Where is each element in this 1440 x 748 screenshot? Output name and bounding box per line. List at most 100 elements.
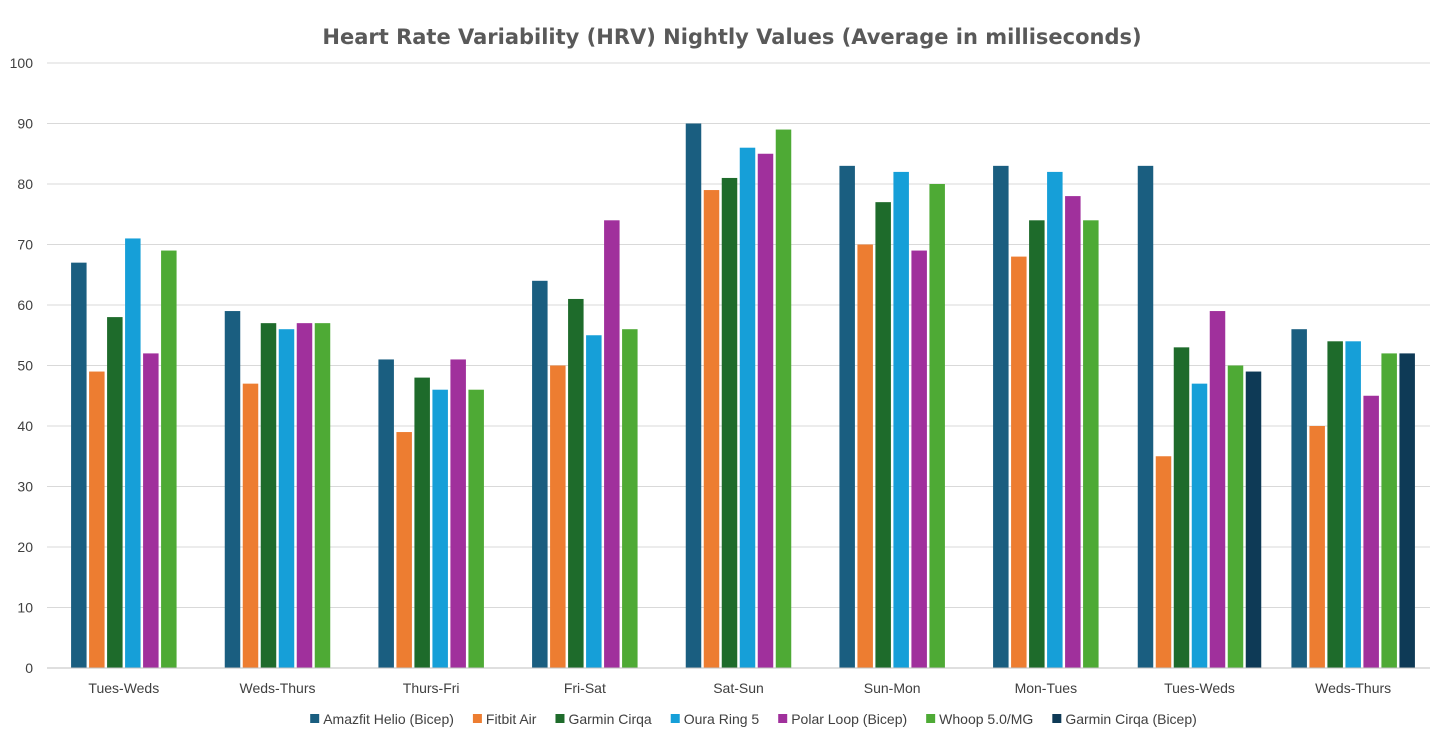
bar-fitbit-air-1 (89, 371, 105, 668)
bar-garmin-cirqa-1 (107, 317, 123, 668)
y-tick-label: 40 (17, 418, 33, 434)
legend-item: Oura Ring 5 (670, 711, 760, 727)
bar-oura-ring-5-1 (125, 238, 141, 668)
bar-garmin-cirqa-bicep-9 (1399, 353, 1415, 668)
legend-item: Fitbit Air (472, 711, 537, 727)
bar-fitbit-air-3 (396, 432, 412, 668)
legend-label: Fitbit Air (486, 711, 537, 727)
bar-fitbit-air-4 (550, 365, 566, 668)
bar-amazfit-helio-bicep-9 (1291, 329, 1307, 668)
bar-oura-ring-5-9 (1345, 341, 1361, 668)
bar-garmin-cirqa-4 (568, 298, 584, 668)
bar-polar-loop-bicep-5 (757, 153, 774, 668)
gridlines (47, 62, 1430, 608)
bar-whoop-5-0-mg-1 (161, 250, 177, 669)
y-tick-label: 90 (17, 116, 33, 132)
x-tick-label: Weds-Thurs (1315, 680, 1391, 696)
x-tick-label: Sat-Sun (713, 680, 764, 696)
bar-whoop-5-0-mg-3 (468, 389, 484, 668)
y-tick-label: 50 (17, 358, 33, 374)
y-tick-label: 0 (25, 660, 33, 676)
bar-whoop-5-0-mg-9 (1381, 353, 1397, 668)
legend-item: Garmin Cirqa (555, 711, 652, 727)
x-tick-label: Sun-Mon (864, 680, 921, 696)
bar-fitbit-air-2 (242, 383, 259, 668)
bar-amazfit-helio-bicep-1 (71, 262, 87, 668)
bar-garmin-cirqa-bicep-8 (1245, 371, 1262, 668)
bar-whoop-5-0-mg-5 (775, 129, 792, 669)
bar-polar-loop-bicep-7 (1065, 196, 1081, 668)
legend-label: Polar Loop (Bicep) (791, 711, 907, 727)
y-tick-label: 10 (17, 600, 33, 616)
bar-fitbit-air-8 (1155, 456, 1172, 668)
bar-garmin-cirqa-7 (1029, 220, 1045, 669)
x-tick-label: Fri-Sat (564, 680, 606, 696)
bar-oura-ring-5-7 (1047, 171, 1063, 668)
bar-oura-ring-5-3 (432, 389, 448, 668)
bar-garmin-cirqa-9 (1327, 341, 1343, 668)
bar-whoop-5-0-mg-4 (622, 329, 638, 668)
bar-garmin-cirqa-5 (721, 177, 738, 668)
bar-polar-loop-bicep-8 (1209, 311, 1226, 668)
y-tick-label: 20 (17, 539, 33, 555)
legend-label: Oura Ring 5 (684, 711, 760, 727)
bar-oura-ring-5-2 (278, 329, 295, 668)
legend-swatch (555, 714, 565, 723)
legend-label: Amazfit Helio (Bicep) (323, 711, 454, 727)
y-tick-label: 30 (17, 479, 33, 495)
legend-label: Whoop 5.0/MG (939, 711, 1033, 727)
bar-polar-loop-bicep-6 (911, 250, 927, 669)
legend-item: Polar Loop (Bicep) (778, 711, 907, 727)
bar-fitbit-air-5 (703, 190, 720, 669)
legend-item: Garmin Cirqa (Bicep) (1052, 711, 1197, 727)
x-axis: Tues-Weds Weds-Thurs Thurs-Fri Fri-Sat Sat-S… (47, 667, 1430, 696)
bar-whoop-5-0-mg-2 (314, 323, 331, 668)
bar-whoop-5-0-mg-8 (1227, 365, 1244, 668)
bar-amazfit-helio-bicep-2 (224, 311, 241, 668)
bar-oura-ring-5-5 (739, 147, 756, 668)
bar-fitbit-air-9 (1309, 426, 1325, 668)
bar-amazfit-helio-bicep-6 (839, 165, 855, 668)
bar-garmin-cirqa-3 (414, 377, 430, 668)
bar-fitbit-air-7 (1011, 256, 1027, 668)
legend-swatch (310, 714, 320, 723)
bar-amazfit-helio-bicep-8 (1137, 165, 1154, 668)
legend-swatch (778, 714, 788, 723)
x-tick-label: Mon-Tues (1015, 680, 1078, 696)
bar-fitbit-air-6 (857, 244, 873, 668)
y-axis: 0 10 20 30 40 50 60 70 80 90 100 (10, 55, 34, 676)
bars (71, 123, 1415, 669)
bar-whoop-5-0-mg-6 (929, 184, 945, 668)
y-tick-label: 60 (17, 297, 33, 313)
legend-swatch (670, 714, 680, 723)
chart-title: Heart Rate Variability (HRV) Nightly Val… (322, 25, 1141, 49)
bar-amazfit-helio-bicep-4 (532, 280, 548, 668)
bar-amazfit-helio-bicep-5 (685, 123, 702, 668)
bar-polar-loop-bicep-9 (1363, 395, 1379, 668)
bar-garmin-cirqa-6 (875, 202, 891, 668)
y-tick-label: 80 (17, 176, 33, 192)
legend-swatch (1052, 714, 1062, 723)
bar-garmin-cirqa-8 (1173, 347, 1190, 668)
bar-amazfit-helio-bicep-7 (993, 165, 1009, 668)
bar-polar-loop-bicep-1 (143, 353, 159, 668)
legend-swatch (926, 714, 936, 723)
bar-polar-loop-bicep-4 (604, 220, 620, 669)
legend-item: Amazfit Helio (Bicep) (310, 711, 454, 727)
legend-label: Garmin Cirqa (568, 711, 651, 727)
bar-oura-ring-5-8 (1191, 383, 1208, 668)
x-tick-label: Tues-Weds (88, 680, 159, 696)
bar-garmin-cirqa-2 (260, 323, 277, 668)
bar-oura-ring-5-6 (893, 171, 909, 668)
y-tick-label: 100 (10, 55, 34, 71)
bar-polar-loop-bicep-3 (450, 359, 466, 668)
bar-whoop-5-0-mg-7 (1083, 220, 1099, 669)
x-tick-label: Thurs-Fri (403, 680, 460, 696)
bar-polar-loop-bicep-2 (296, 323, 313, 668)
y-tick-label: 70 (17, 237, 33, 253)
legend-item: Whoop 5.0/MG (926, 711, 1033, 727)
x-tick-label: Weds-Thurs (240, 680, 316, 696)
legend-label: Garmin Cirqa (Bicep) (1065, 711, 1196, 727)
